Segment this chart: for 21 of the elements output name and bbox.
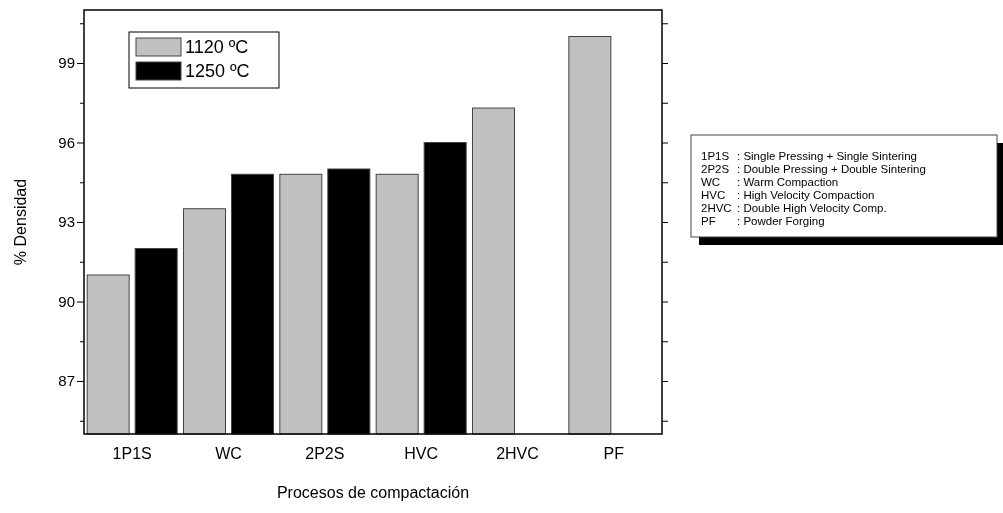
- y-tick-label: 87: [58, 372, 75, 390]
- text: HVC : High Velocity Compaction: [701, 189, 875, 201]
- x-tick-label: WC: [215, 445, 242, 463]
- x-tick-label: HVC: [404, 445, 439, 463]
- legend-label: 1250 ºC: [185, 61, 250, 81]
- text: WC : Warm Compaction: [701, 176, 839, 188]
- x-tick-label: 2P2S: [305, 445, 345, 463]
- x-tick-label: 2HVC: [496, 445, 539, 463]
- text: 2P2S : Double Pressing + Double Sintering: [701, 163, 926, 175]
- text: 1P1S : Single Pressing + Single Sintering: [701, 150, 917, 162]
- y-tick-label: 96: [58, 133, 75, 151]
- y-tick-label: 99: [58, 54, 75, 72]
- y-tick-label: 90: [58, 292, 75, 310]
- y-tick-label: 93: [58, 213, 75, 231]
- legend-label: 1120 ºC: [185, 37, 249, 57]
- x-axis-title: Procesos de compactación: [276, 484, 470, 501]
- y-axis-title: % Densidad: [12, 178, 29, 266]
- text: PF : Powder Forging: [701, 215, 825, 227]
- x-tick-label: 1P1S: [112, 445, 152, 463]
- text: 2HVC : Double High Velocity Comp.: [701, 202, 887, 214]
- x-tick-label: PF: [603, 445, 625, 463]
